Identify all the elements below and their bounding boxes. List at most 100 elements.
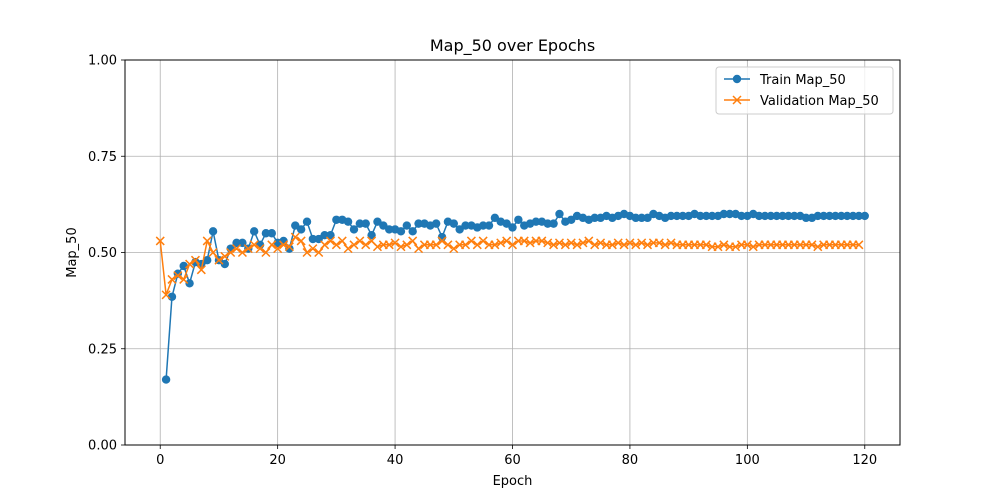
- validation-data-point: [607, 240, 617, 250]
- x-tick-label: 0: [156, 453, 164, 468]
- train-data-point: [760, 211, 770, 221]
- train-data-point: [831, 211, 840, 221]
- train-data-point: [367, 230, 376, 240]
- validation-data-point: [543, 238, 553, 248]
- train-data-point: [267, 229, 276, 238]
- train-data-point: [860, 211, 869, 221]
- validation-data-point: [208, 247, 218, 258]
- validation-data-point: [731, 242, 741, 252]
- legend: Train Map_50 Validation Map_50: [715, 66, 894, 115]
- validation-data-point: [437, 236, 447, 246]
- validation-data-point: [748, 242, 758, 252]
- train-data-point: [208, 227, 218, 236]
- validation-data-point: [408, 236, 418, 246]
- chart-title: Map_50 over Epochs: [430, 36, 595, 56]
- train-data-point: [590, 213, 599, 223]
- validation-data-point: [196, 265, 206, 275]
- train-data-point: [355, 219, 365, 228]
- validation-data-point: [637, 238, 647, 248]
- validation-data-point: [431, 240, 441, 250]
- legend-train-label: Train Map_50: [759, 73, 846, 88]
- validation-data-point: [361, 240, 371, 250]
- validation-data-point: [179, 274, 189, 284]
- x-tick-label: 100: [735, 453, 760, 468]
- validation-data-point: [343, 244, 353, 254]
- y-tick-label: 0.00: [88, 439, 117, 454]
- validation-data-point: [384, 240, 394, 250]
- validation-data-point: [566, 238, 576, 248]
- legend-validation-marker: [732, 95, 742, 105]
- validation-data-point: [666, 238, 676, 248]
- validation-data-point: [572, 240, 582, 250]
- y-tick-label: 0.25: [88, 342, 117, 357]
- train-data-point: [161, 375, 171, 384]
- validation-data-point: [449, 244, 459, 254]
- train-data-point: [719, 209, 729, 219]
- validation-data-point: [155, 236, 165, 246]
- train-data-point: [854, 211, 864, 221]
- train-data-point: [396, 227, 406, 236]
- legend-train-marker: [732, 74, 742, 84]
- validation-data-point: [267, 240, 277, 250]
- train-data-point: [543, 219, 552, 228]
- validation-data-point: [355, 236, 365, 246]
- validation-data-point: [308, 244, 318, 254]
- train-data-point: [203, 256, 212, 265]
- validation-data-point: [701, 240, 711, 250]
- validation-data-point: [226, 247, 236, 258]
- validation-data-point: [261, 247, 271, 258]
- validation-data-point: [325, 236, 336, 246]
- train-data-point: [478, 221, 488, 230]
- validation-data-point: [660, 240, 670, 250]
- train-data-point: [637, 213, 646, 223]
- validation-data-point: [249, 240, 259, 250]
- validation-data-point: [349, 240, 359, 250]
- validation-data-point: [472, 240, 482, 250]
- validation-data-point: [320, 240, 330, 250]
- train-data-point: [766, 211, 776, 221]
- train-data-point: [549, 219, 558, 228]
- validation-data-point: [584, 236, 594, 246]
- validation-data-point: [625, 238, 635, 248]
- train-data-point: [343, 217, 353, 226]
- train-data-point: [185, 279, 194, 288]
- y-tick-label: 1.00: [88, 54, 117, 69]
- validation-data-point: [402, 240, 412, 250]
- validation-data-point: [232, 244, 242, 254]
- train-data-point: [249, 227, 259, 236]
- validation-data-point: [854, 240, 864, 250]
- series-layer: [155, 209, 869, 384]
- validation-data-point: [537, 236, 547, 246]
- validation-data-point: [654, 238, 664, 248]
- validation-data-point: [631, 240, 641, 250]
- validation-data-point: [167, 274, 177, 284]
- validation-data-point: [161, 290, 171, 300]
- train-data-point: [408, 227, 417, 236]
- validation-data-point: [525, 238, 535, 248]
- validation-data-point: [273, 244, 283, 254]
- train-data-point: [837, 211, 846, 221]
- validation-data-point: [619, 240, 629, 250]
- validation-data-point: [502, 236, 512, 246]
- validation-data-point: [643, 240, 653, 250]
- validation-data-point: [220, 251, 230, 261]
- train-series: [161, 209, 869, 384]
- x-tick-label: 40: [387, 453, 404, 468]
- validation-data-point: [549, 240, 559, 250]
- train-data-point: [449, 219, 458, 228]
- train-data-point: [737, 211, 746, 221]
- validation-data-point: [243, 244, 253, 254]
- validation-data-point: [596, 238, 606, 248]
- validation-data-point: [578, 238, 588, 248]
- train-data-point: [842, 211, 852, 221]
- train-data-point: [666, 211, 676, 221]
- validation-data-point: [466, 236, 476, 246]
- validation-data-point: [331, 240, 341, 250]
- validation-series: [155, 232, 864, 300]
- train-data-point: [349, 225, 359, 234]
- validation-data-point: [460, 240, 471, 250]
- x-tick-label: 80: [622, 453, 639, 468]
- train-data-point: [555, 209, 564, 219]
- train-data-point: [361, 219, 370, 228]
